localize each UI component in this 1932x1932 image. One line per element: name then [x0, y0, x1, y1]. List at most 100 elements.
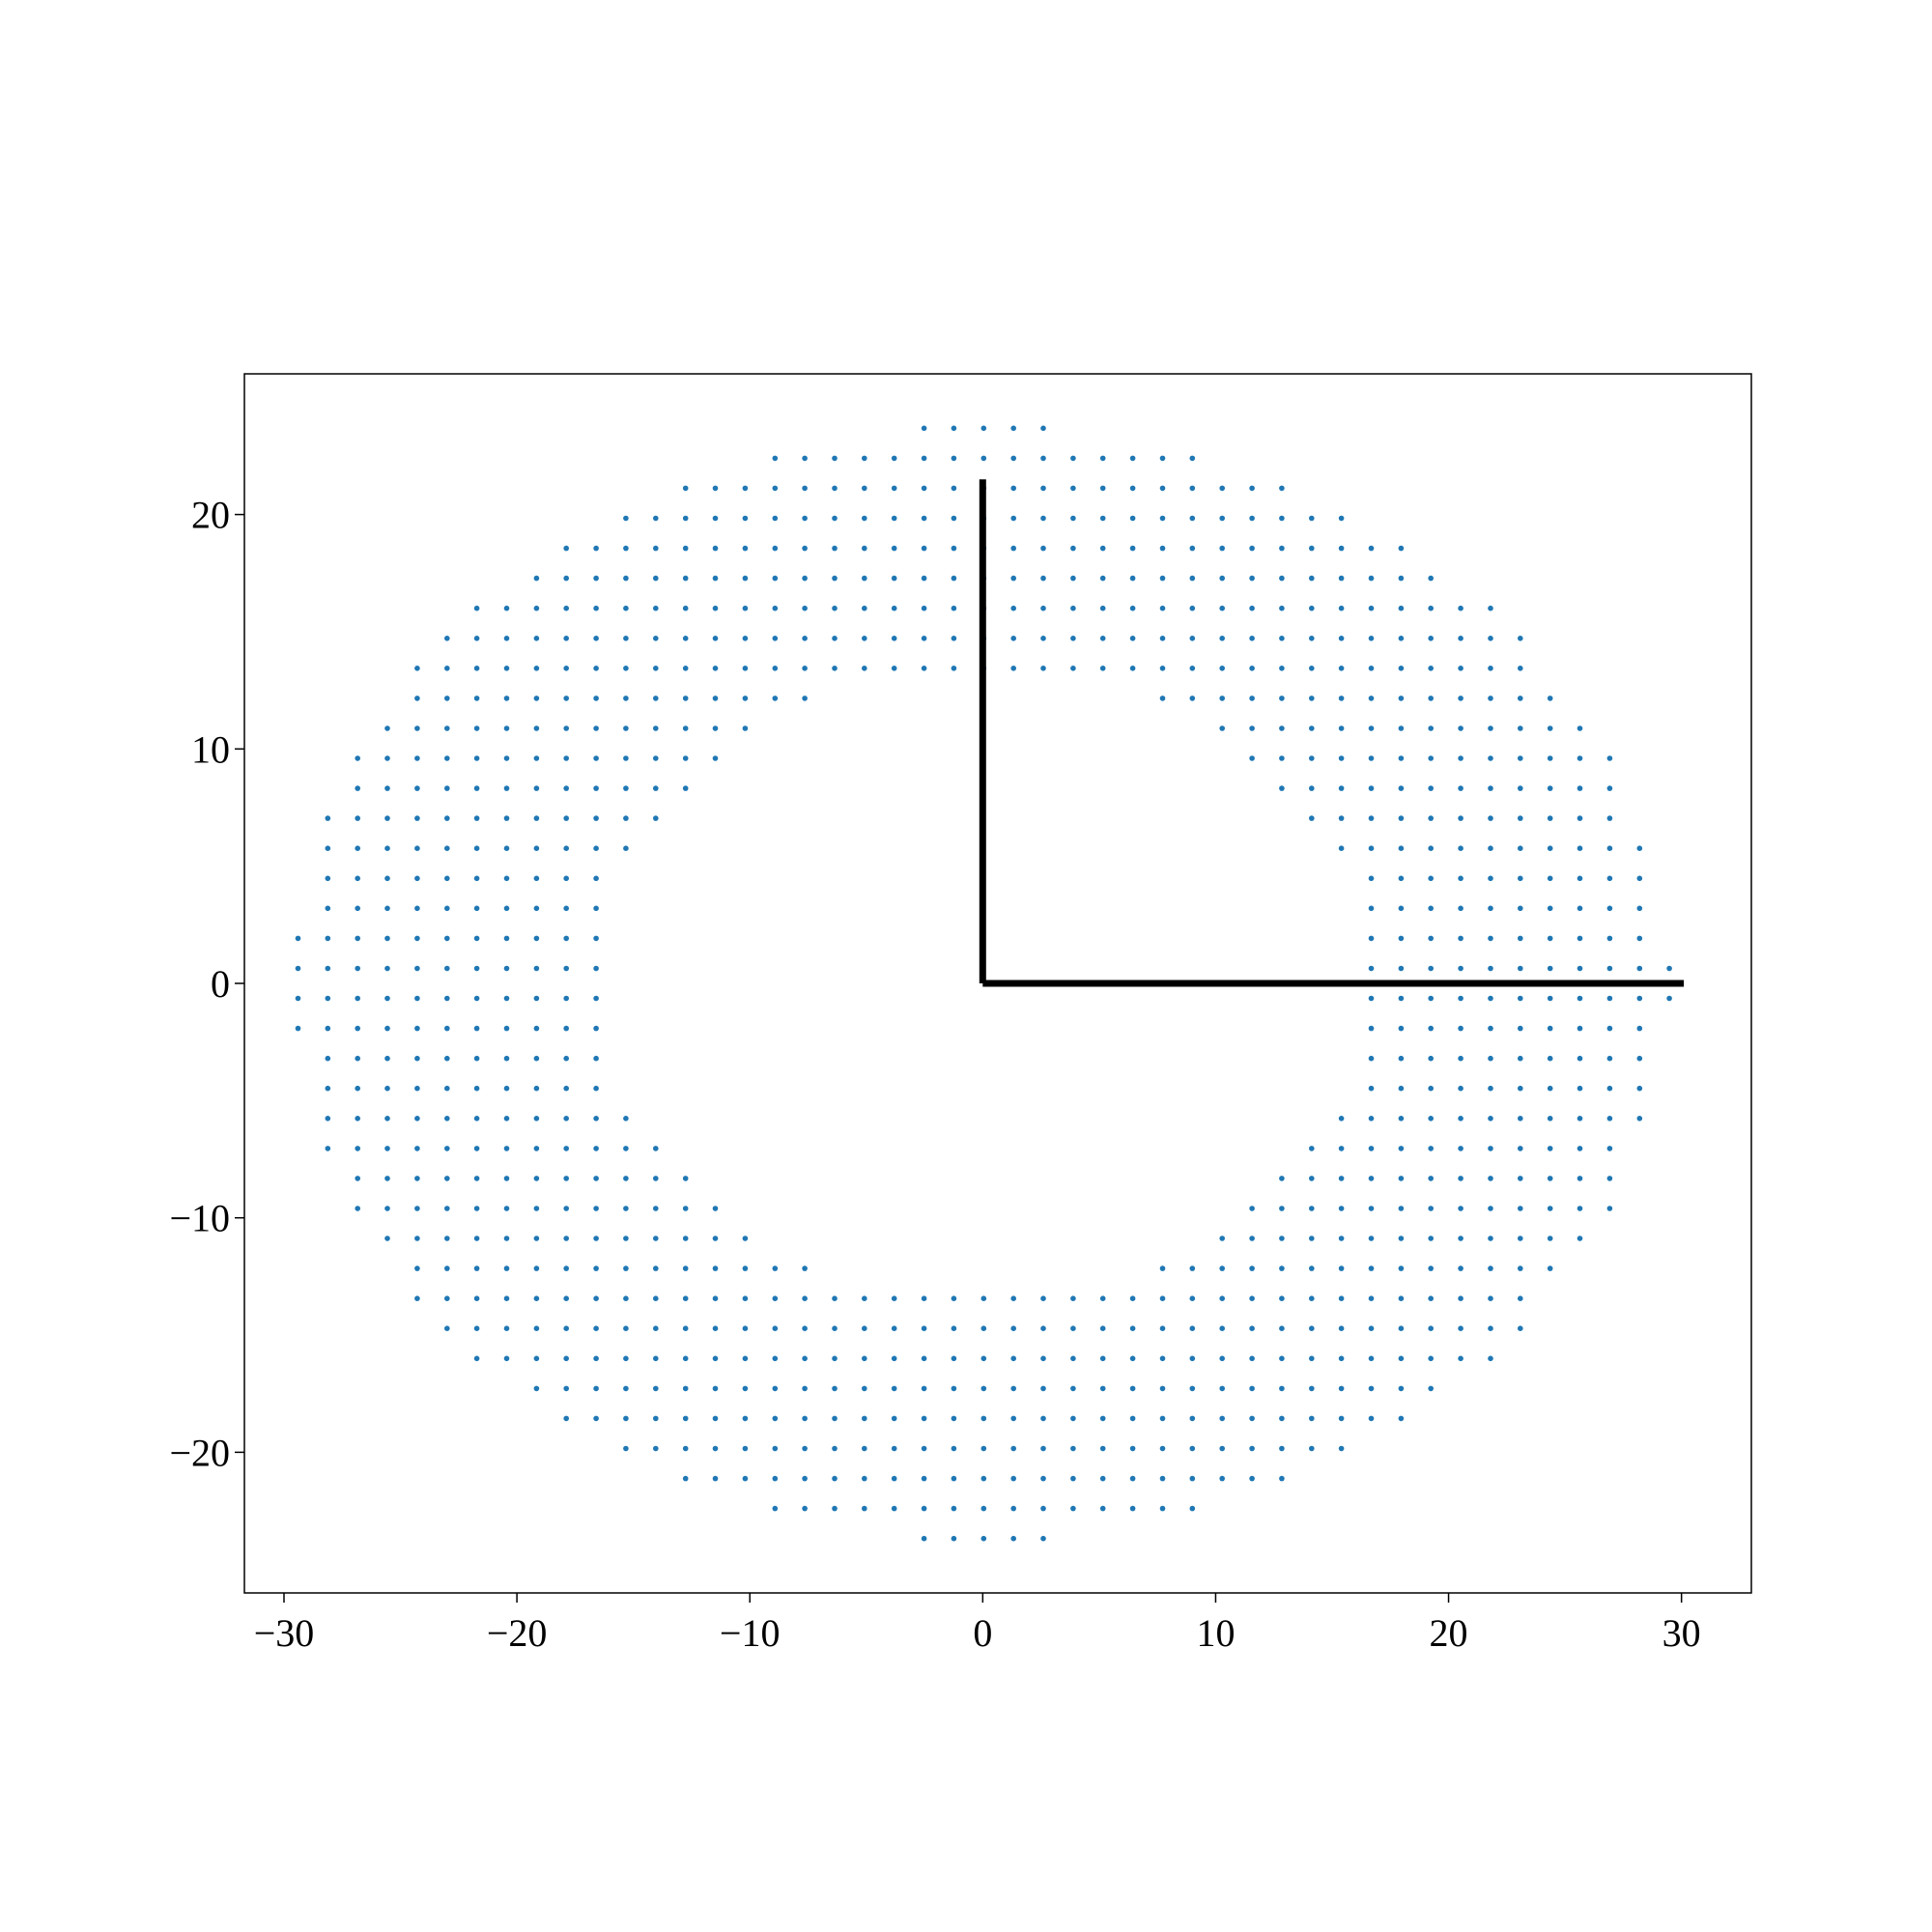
- scatter-point: [832, 666, 838, 671]
- scatter-point: [1577, 1176, 1583, 1181]
- scatter-point: [653, 1385, 659, 1392]
- scatter-point: [891, 455, 897, 462]
- scatter-point: [533, 845, 540, 851]
- scatter-point: [980, 1415, 987, 1422]
- scatter-point: [1249, 1295, 1255, 1301]
- scatter-point: [1518, 815, 1523, 821]
- scatter-point: [1488, 905, 1493, 912]
- scatter-point: [1219, 1475, 1225, 1482]
- scatter-point: [503, 965, 510, 972]
- scatter-point: [563, 1055, 569, 1062]
- scatter-point: [1249, 1265, 1255, 1271]
- scatter-point: [1099, 1475, 1106, 1482]
- scatter-point: [1458, 696, 1463, 701]
- scatter-point: [1518, 1325, 1523, 1331]
- scatter-point: [1398, 1415, 1405, 1422]
- scatter-point: [473, 636, 480, 641]
- scatter-point: [1398, 755, 1405, 761]
- scatter-point: [473, 1236, 480, 1241]
- scatter-point: [473, 1116, 480, 1122]
- scatter-point: [1189, 1415, 1196, 1422]
- scatter-point: [1547, 1025, 1553, 1032]
- scatter-point: [1398, 845, 1405, 851]
- scatter-point: [1458, 605, 1463, 611]
- x-tick-label: −30: [254, 1611, 315, 1655]
- scatter-point: [802, 1325, 808, 1331]
- scatter-point: [1249, 696, 1255, 701]
- scatter-point: [384, 725, 390, 731]
- scatter-point: [1099, 1385, 1106, 1392]
- scatter-point: [503, 1176, 510, 1181]
- scatter-point: [653, 1295, 659, 1301]
- scatter-point: [1010, 455, 1016, 462]
- scatter-point: [533, 575, 540, 582]
- scatter-point: [1189, 455, 1196, 462]
- scatter-point: [1099, 1505, 1106, 1512]
- scatter-point: [593, 545, 599, 552]
- scatter-point: [1219, 696, 1225, 701]
- scatter-point: [1309, 1355, 1315, 1362]
- scatter-point: [1189, 545, 1196, 552]
- scatter-point: [384, 935, 390, 942]
- scatter-point: [593, 696, 599, 701]
- scatter-point: [1279, 1176, 1285, 1181]
- scatter-point: [1338, 696, 1345, 701]
- scatter-point: [593, 1265, 599, 1271]
- scatter-point: [444, 696, 450, 701]
- scatter-point: [891, 575, 897, 582]
- scatter-point: [295, 965, 301, 972]
- scatter-point: [1099, 1445, 1106, 1452]
- scatter-point: [473, 935, 480, 942]
- x-tick-label: −20: [487, 1611, 548, 1655]
- scatter-point: [1488, 1116, 1493, 1122]
- scatter-point: [623, 545, 629, 552]
- scatter-point: [1368, 1025, 1375, 1032]
- scatter-point: [1070, 1475, 1076, 1482]
- scatter-point: [1636, 1116, 1643, 1122]
- scatter-point: [1606, 1025, 1613, 1032]
- scatter-point: [1249, 1206, 1255, 1211]
- scatter-point: [355, 1085, 361, 1092]
- scatter-point: [1518, 1055, 1523, 1062]
- scatter-point: [355, 935, 361, 942]
- scatter-point: [742, 725, 749, 731]
- scatter-point: [325, 935, 331, 942]
- scatter-point: [623, 845, 629, 851]
- scatter-point: [1099, 575, 1106, 582]
- scatter-point: [1458, 1176, 1463, 1181]
- scatter-point: [951, 1385, 957, 1392]
- scatter-point: [444, 755, 450, 761]
- scatter-point: [623, 725, 629, 731]
- scatter-point: [1488, 875, 1493, 882]
- scatter-point: [623, 1385, 629, 1392]
- scatter-point: [862, 636, 867, 641]
- scatter-point: [593, 755, 599, 761]
- scatter-point: [1518, 666, 1523, 671]
- scatter-point: [742, 1385, 749, 1392]
- scatter-point: [1368, 725, 1375, 731]
- scatter-point: [533, 905, 540, 912]
- scatter-point: [1398, 1146, 1405, 1151]
- scatter-point: [593, 1236, 599, 1241]
- scatter-point: [1219, 605, 1225, 611]
- scatter-point: [772, 696, 779, 701]
- scatter-point: [653, 815, 659, 821]
- scatter-point: [444, 1206, 450, 1211]
- scatter-point: [862, 1295, 867, 1301]
- scatter-point: [1368, 875, 1375, 882]
- scatter-point: [503, 845, 510, 851]
- scatter-point: [891, 545, 897, 552]
- y-tick-label: −10: [169, 1197, 230, 1240]
- scatter-point: [1428, 845, 1434, 851]
- scatter-point: [1159, 666, 1166, 671]
- scatter-point: [951, 515, 957, 522]
- scatter-point: [1338, 1116, 1345, 1122]
- scatter-point: [473, 845, 480, 851]
- scatter-point: [473, 1206, 480, 1211]
- scatter-point: [1189, 1445, 1196, 1452]
- scatter-point: [1219, 1355, 1225, 1362]
- scatter-point: [682, 1265, 689, 1271]
- scatter-point: [473, 1325, 480, 1331]
- scatter-point: [772, 1385, 779, 1392]
- scatter-point: [682, 1206, 689, 1211]
